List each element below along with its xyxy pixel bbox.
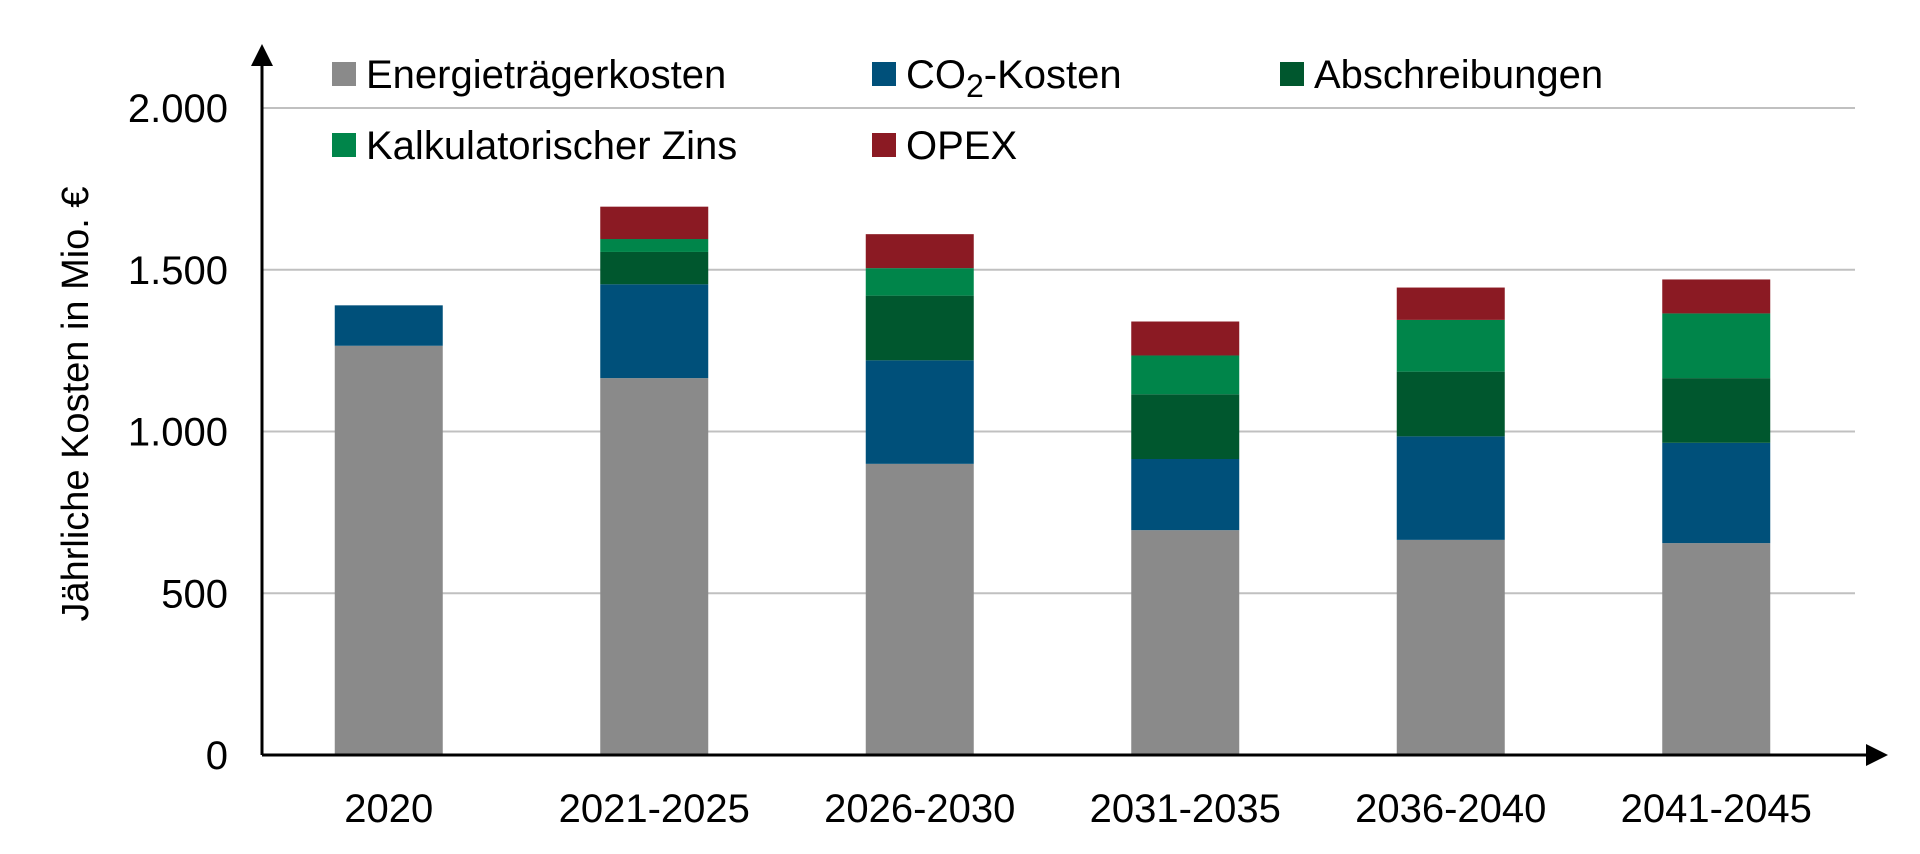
y-tick-label: 0 <box>206 734 228 778</box>
x-axis-arrow <box>1866 744 1888 766</box>
x-tick-label: 2031-2035 <box>1090 787 1281 831</box>
legend-label: Abschreibungen <box>1314 53 1603 97</box>
bar-segment <box>600 206 709 240</box>
y-axis-title: Jährliche Kosten in Mio. € <box>55 186 97 621</box>
bar-segment <box>1662 378 1771 443</box>
bar-segment <box>1131 321 1240 356</box>
legend-swatch <box>872 62 896 86</box>
bar-segment <box>865 295 974 361</box>
bar-segment <box>1396 539 1505 755</box>
bar-segment <box>1131 355 1240 395</box>
legend-label: OPEX <box>906 124 1017 168</box>
gridlines <box>262 107 1855 595</box>
bar-segment <box>1396 371 1505 437</box>
y-axis-arrow <box>251 44 273 66</box>
axes <box>251 44 1888 766</box>
bar-segment <box>1396 287 1505 320</box>
bar-segment <box>600 378 709 755</box>
bars <box>334 206 1771 755</box>
bar-segment <box>1662 543 1771 755</box>
bar-segment <box>1396 319 1505 372</box>
legend-swatch <box>1280 62 1304 86</box>
y-tick-label: 1.500 <box>128 249 228 293</box>
bar-segment <box>600 284 709 379</box>
legend-label: Energieträgerkosten <box>366 53 726 97</box>
x-tick-label: 2021-2025 <box>559 787 750 831</box>
legend-label: CO2-Kosten <box>906 53 1122 104</box>
bar-segment <box>865 268 974 296</box>
bar-segment <box>865 234 974 269</box>
legend-swatch <box>872 133 896 157</box>
x-tick-labels: 2020 2021-2025 2026-2030 2031-2035 2036-2040… <box>344 787 1812 831</box>
y-tick-label: 500 <box>161 572 228 616</box>
legend-swatch <box>332 62 356 86</box>
bar-segment <box>1662 313 1771 379</box>
x-tick-label: 2036-2040 <box>1355 787 1546 831</box>
legend: Energieträgerkosten CO2-Kosten Abschreibun… <box>332 53 1603 168</box>
bar-segment <box>1396 436 1505 540</box>
x-tick-label: 2020 <box>344 787 433 831</box>
bar-segment <box>600 251 709 285</box>
y-tick-label: 1.000 <box>128 411 228 455</box>
legend-swatch <box>332 133 356 157</box>
x-tick-label: 2041-2045 <box>1621 787 1812 831</box>
x-tick-label: 2026-2030 <box>824 787 1015 831</box>
bar-segment <box>1662 442 1771 544</box>
bar-segment <box>865 463 974 755</box>
bar-segment <box>1131 458 1240 531</box>
bar-segment <box>1662 279 1771 314</box>
bar-segment <box>1131 394 1240 459</box>
bar-segment <box>334 305 443 346</box>
legend-label: Kalkulatorischer Zins <box>366 124 737 168</box>
y-tick-labels: 0 500 1.000 1.500 2.000 <box>128 87 228 778</box>
y-tick-label: 2.000 <box>128 87 228 131</box>
bar-segment <box>334 345 443 755</box>
bar-segment <box>865 360 974 464</box>
bar-segment <box>1131 530 1240 755</box>
bar-segment <box>600 239 709 252</box>
